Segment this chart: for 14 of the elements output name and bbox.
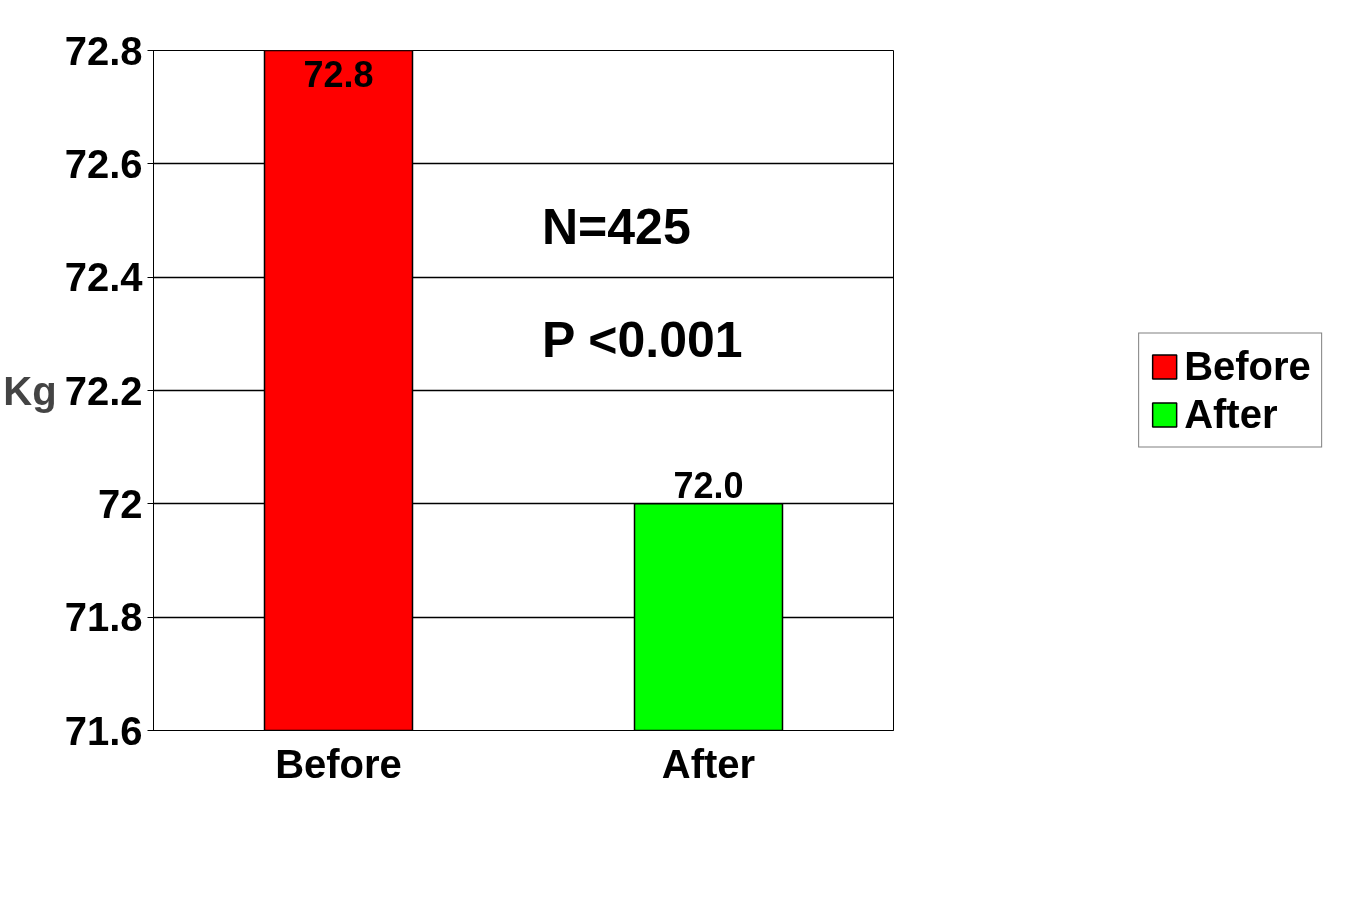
data-label: 72.8 [303, 53, 374, 95]
data-label: 72.0 [673, 464, 744, 506]
annotation: P <0.001 [542, 312, 743, 369]
legend-label: Before [1184, 343, 1311, 389]
y-tick-label: 71.6 [64, 708, 143, 753]
y-tick-label: 72.2 [64, 368, 143, 413]
y-tick-label: 72.6 [64, 141, 143, 186]
y-axis-title: Kg [3, 368, 57, 413]
y-tick-label: 72.4 [64, 255, 144, 300]
annotation: N=425 [542, 198, 691, 255]
y-tick-label: 72.8 [64, 28, 143, 73]
legend-label: After [1184, 391, 1278, 437]
y-tick-label: 72 [98, 481, 143, 526]
y-tick-label: 71.8 [64, 595, 143, 640]
